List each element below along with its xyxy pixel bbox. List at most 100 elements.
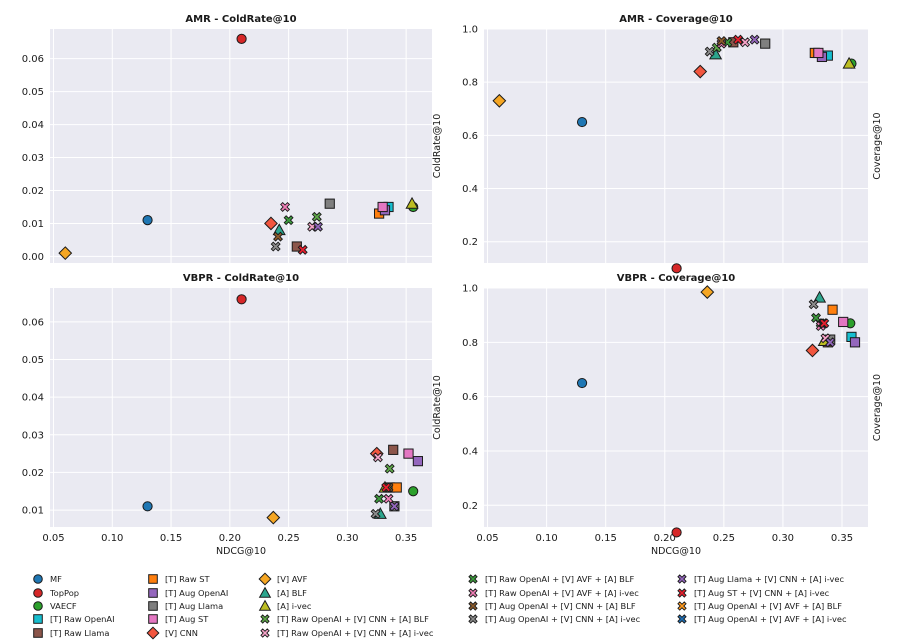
legend-label: [V] CNN: [165, 628, 198, 638]
legend-marker: [148, 588, 158, 598]
x-tick-label: 0.10: [535, 533, 557, 544]
legend-item: MF: [33, 574, 62, 584]
legend-label: [T] Aug OpenAI + [V] AVF + [A] i-vec: [694, 614, 847, 624]
data-point: [388, 444, 399, 455]
data-point: [374, 493, 385, 504]
legend-item: VAECF: [33, 601, 77, 611]
legend-label: [T] Raw OpenAI + [V] CNN + [A] BLF: [277, 614, 429, 624]
y-tick-label: 1.0: [462, 25, 478, 36]
y-tick-label: 0.03: [22, 153, 44, 164]
legend-marker: [677, 588, 687, 598]
data-point: [270, 241, 281, 252]
x-tick-label: 0.30: [772, 533, 794, 544]
y-tick-label: 0.4: [462, 446, 478, 457]
plot-area: [484, 29, 868, 263]
legend-label: [T] Aug ST: [165, 614, 209, 624]
data-point: [700, 285, 715, 299]
legend-item: [T] Raw OpenAI + [V] AVF + [A] i-vec: [468, 588, 639, 598]
data-point: [671, 527, 682, 538]
data-point: [412, 456, 423, 467]
legend-marker: [677, 574, 687, 584]
legend-item: [T] Aug ST + [V] CNN + [A] i-vec: [677, 588, 830, 598]
data-point: [408, 486, 419, 497]
y-tick-label: 0.6: [462, 131, 478, 142]
x-tick-label: 0.25: [713, 533, 735, 544]
data-point: [813, 47, 824, 59]
y-tick-label: 0.4: [462, 184, 478, 195]
panel-1: 0.00 0.01 0.02 0.03 0.04 0.05 0.06 AMR - ColdRa…: [22, 14, 443, 263]
panels: 0.00 0.01 0.02 0.03 0.04 0.05 0.06 AMR - ColdRa…: [22, 14, 883, 557]
data-point: [576, 377, 588, 389]
legend-label: [A] i-vec: [277, 601, 312, 611]
data-point: [842, 56, 856, 69]
panel-title: VBPR - Coverage@10: [617, 273, 736, 284]
legend-item: [V] CNN: [146, 626, 198, 640]
panel-4: 0.05 0.10 0.15 0.20 0.25 0.30 0.35 0.2 0.4 0.6 0.8…: [462, 273, 883, 557]
legend-marker: [33, 614, 43, 624]
legend-item: [T] Aug ST: [148, 614, 209, 624]
x-tick-label: 0.35: [831, 533, 853, 544]
data-point: [819, 318, 830, 329]
legend-label: [T] Aug ST + [V] CNN + [A] i-vec: [694, 588, 830, 598]
data-point: [733, 34, 744, 45]
y-tick-label: 0.8: [462, 78, 478, 89]
y-tick-label: 0.01: [22, 219, 44, 230]
data-point: [825, 337, 836, 348]
data-point: [838, 316, 849, 328]
x-tick-label: 0.15: [160, 533, 182, 544]
legend-item: [T] Aug Llama: [148, 601, 223, 611]
y-axis-label: Coverage@10: [872, 374, 883, 441]
legend-item: [T] Aug OpenAI + [V] CNN + [A] i-vec: [468, 614, 641, 624]
legend-marker: [260, 628, 270, 638]
legend-item: [T] Raw ST: [148, 574, 211, 584]
x-tick-label: 0.20: [219, 533, 241, 544]
y-tick-label: 0.00: [22, 252, 44, 263]
legend-label: [T] Aug OpenAI + [V] CNN + [A] i-vec: [485, 614, 641, 624]
legend-marker: [258, 572, 272, 586]
legend-item: [T] Aug OpenAI + [V] CNN + [A] BLF: [468, 601, 636, 611]
data-point: [740, 37, 751, 48]
legend-item: [A] i-vec: [258, 599, 312, 611]
data-point: [372, 452, 383, 463]
legend-item: [T] Aug OpenAI + [V] AVF + [A] i-vec: [677, 614, 847, 624]
legend-item: TopPop: [33, 588, 79, 598]
legend-item: [T] Aug OpenAI + [V] AVF + [A] BLF: [677, 601, 842, 611]
legend-label: MF: [50, 574, 62, 584]
data-point: [266, 510, 281, 525]
data-point: [297, 244, 308, 255]
y-tick-label: 0.6: [462, 392, 478, 403]
legend-label: [T] Aug OpenAI + [V] AVF + [A] BLF: [694, 601, 842, 611]
data-point: [280, 201, 291, 212]
data-point: [812, 290, 827, 303]
legend-marker: [468, 588, 478, 598]
y-tick-label: 0.05: [22, 87, 44, 98]
y-tick-label: 0.04: [22, 393, 44, 404]
plot-area: [50, 288, 432, 527]
x-axis-label: NDCG@10: [216, 546, 266, 557]
legend-label: [T] Aug OpenAI + [V] CNN + [A] BLF: [485, 601, 636, 611]
legend-item: [T] Raw Llama: [33, 628, 109, 638]
legend-marker: [468, 574, 478, 584]
data-point: [492, 93, 507, 108]
y-tick-label: 1.0: [462, 284, 478, 295]
x-axis-label: NDCG@10: [651, 546, 701, 557]
y-axis-label: ColdRate@10: [432, 375, 443, 440]
y-tick-label: 0.05: [22, 355, 44, 366]
panel-2: 0.2 0.4 0.6 0.8 1.0 AMR - Coverage@10 Coverage…: [462, 14, 883, 274]
panel-title: AMR - ColdRate@10: [185, 14, 296, 25]
data-point: [389, 501, 400, 512]
data-point: [370, 508, 381, 519]
y-tick-label: 0.06: [22, 317, 44, 328]
panel-3: 0.05 0.10 0.15 0.20 0.25 0.30 0.35 0.01 0.02 0.03…: [22, 273, 443, 557]
legend-marker: [146, 626, 160, 640]
y-tick-label: 0.03: [22, 430, 44, 441]
legend-item: [T] Raw OpenAI: [33, 614, 115, 624]
legend-marker: [677, 614, 687, 624]
legend-marker: [258, 586, 272, 598]
x-tick-label: 0.05: [476, 533, 498, 544]
y-tick-label: 0.01: [22, 506, 44, 517]
y-tick-label: 0.02: [22, 186, 44, 197]
data-point: [142, 215, 153, 226]
data-point: [377, 201, 388, 213]
